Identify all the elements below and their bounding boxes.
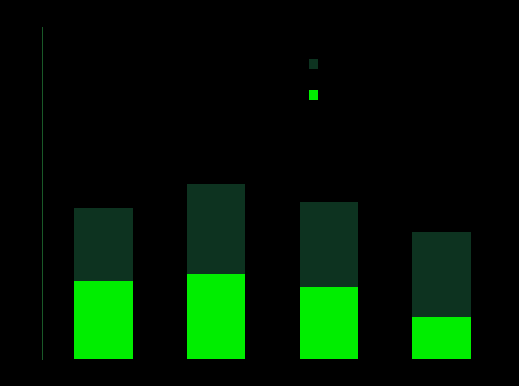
Bar [187, 274, 245, 359]
Bar [412, 232, 471, 317]
Bar [299, 286, 358, 359]
Bar [299, 202, 358, 286]
Bar [74, 208, 133, 281]
Bar [74, 281, 133, 359]
Bar [412, 317, 471, 359]
Bar [187, 184, 245, 274]
